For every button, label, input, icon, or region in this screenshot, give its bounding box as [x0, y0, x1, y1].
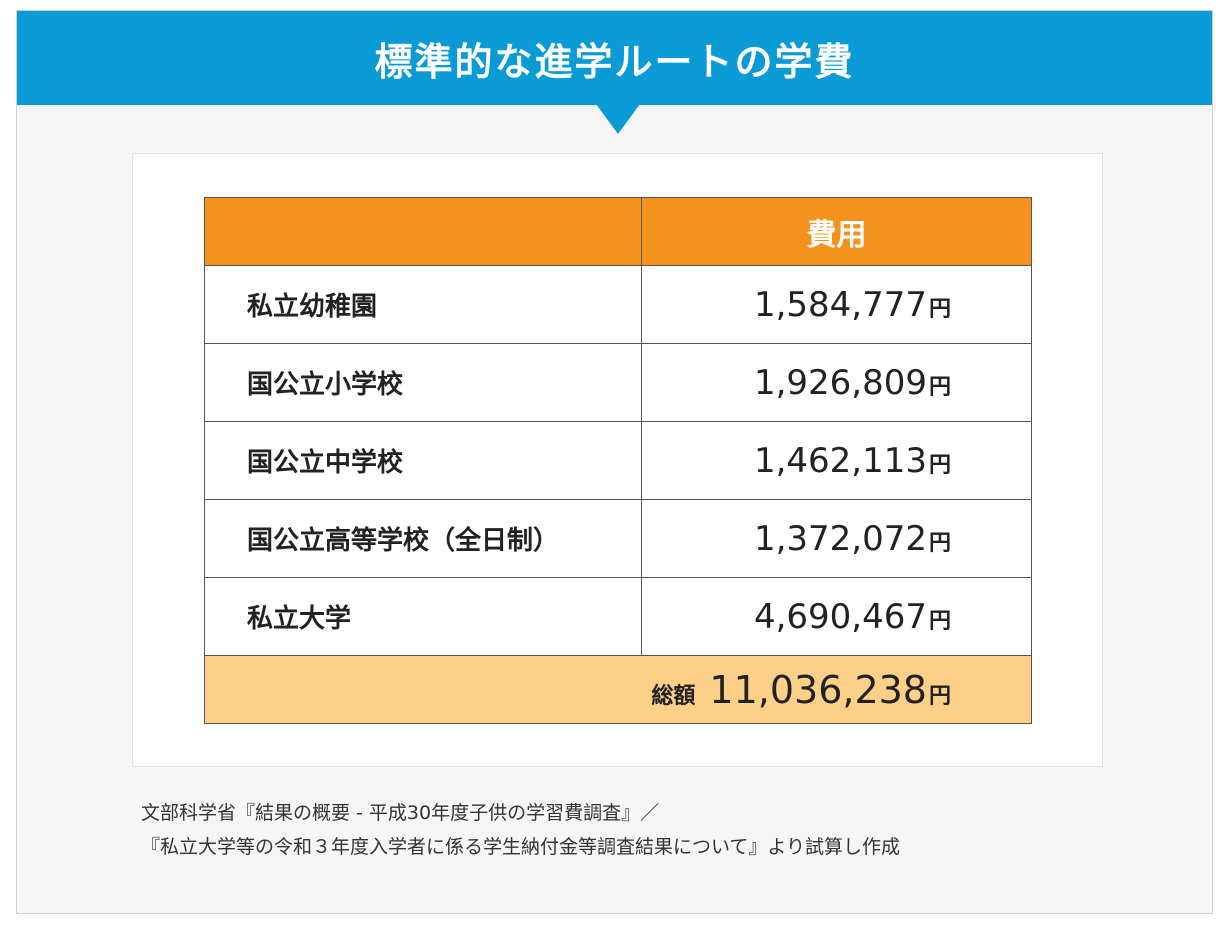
- amount: 4,690,467: [753, 596, 927, 637]
- table-row: 国公立小学校 1,926,809円: [204, 343, 1032, 422]
- page-title: 標準的な進学ルートの学費: [374, 39, 855, 84]
- row-value: 4,690,467円: [641, 577, 1032, 656]
- unit: 円: [928, 608, 951, 634]
- row-value: 1,926,809円: [641, 343, 1032, 422]
- row-label: 国公立高等学校（全日制）: [204, 499, 642, 578]
- unit: 円: [928, 374, 951, 400]
- table-header-row: 費用: [204, 197, 1032, 266]
- total-cell: 総額 11,036,238円: [204, 655, 1032, 724]
- row-value: 1,584,777円: [641, 265, 1032, 344]
- table-row: 私立大学 4,690,467円: [204, 577, 1032, 656]
- header-pointer: [596, 104, 640, 134]
- unit: 円: [928, 530, 951, 556]
- cost-table: 費用 私立幼稚園 1,584,777円 国公立小学校 1,926,809円 国公…: [204, 197, 1032, 724]
- header-banner: 標準的な進学ルートの学費: [17, 11, 1212, 105]
- unit: 円: [928, 452, 951, 478]
- row-label: 私立大学: [204, 577, 642, 656]
- source-line-2: 『私立大学等の令和３年度入学者に係る学生納付金等調査結果について』より試算し作成: [141, 836, 901, 858]
- table-row: 国公立高等学校（全日制） 1,372,072円: [204, 499, 1032, 578]
- amount: 1,584,777: [753, 284, 927, 325]
- table-header-blank: [204, 197, 642, 266]
- row-label: 国公立小学校: [204, 343, 642, 422]
- source-line-1: 文部科学省『結果の概要 - 平成30年度子供の学習費調査』／: [141, 802, 660, 824]
- row-label: 国公立中学校: [204, 421, 642, 500]
- amount: 1,372,072: [753, 518, 927, 559]
- unit: 円: [928, 683, 951, 709]
- amount: 1,462,113: [753, 440, 927, 481]
- table-header-cost: 費用: [641, 197, 1032, 266]
- row-value: 1,372,072円: [641, 499, 1032, 578]
- row-value: 1,462,113円: [641, 421, 1032, 500]
- table-panel: 費用 私立幼稚園 1,584,777円 国公立小学校 1,926,809円 国公…: [132, 153, 1103, 767]
- amount: 1,926,809: [753, 362, 927, 403]
- row-label: 私立幼稚園: [204, 265, 642, 344]
- table-row: 私立幼稚園 1,584,777円: [204, 265, 1032, 344]
- unit: 円: [928, 296, 951, 322]
- tuition-card: 標準的な進学ルートの学費 費用 私立幼稚園 1,584,777円 国公立小学校 …: [16, 10, 1213, 914]
- source-note: 文部科学省『結果の概要 - 平成30年度子供の学習費調査』／ 『私立大学等の令和…: [141, 796, 900, 864]
- total-amount: 11,036,238: [709, 667, 927, 712]
- total-label: 総額: [651, 683, 696, 709]
- table-row: 国公立中学校 1,462,113円: [204, 421, 1032, 500]
- total-row: 総額 11,036,238円: [204, 655, 1032, 724]
